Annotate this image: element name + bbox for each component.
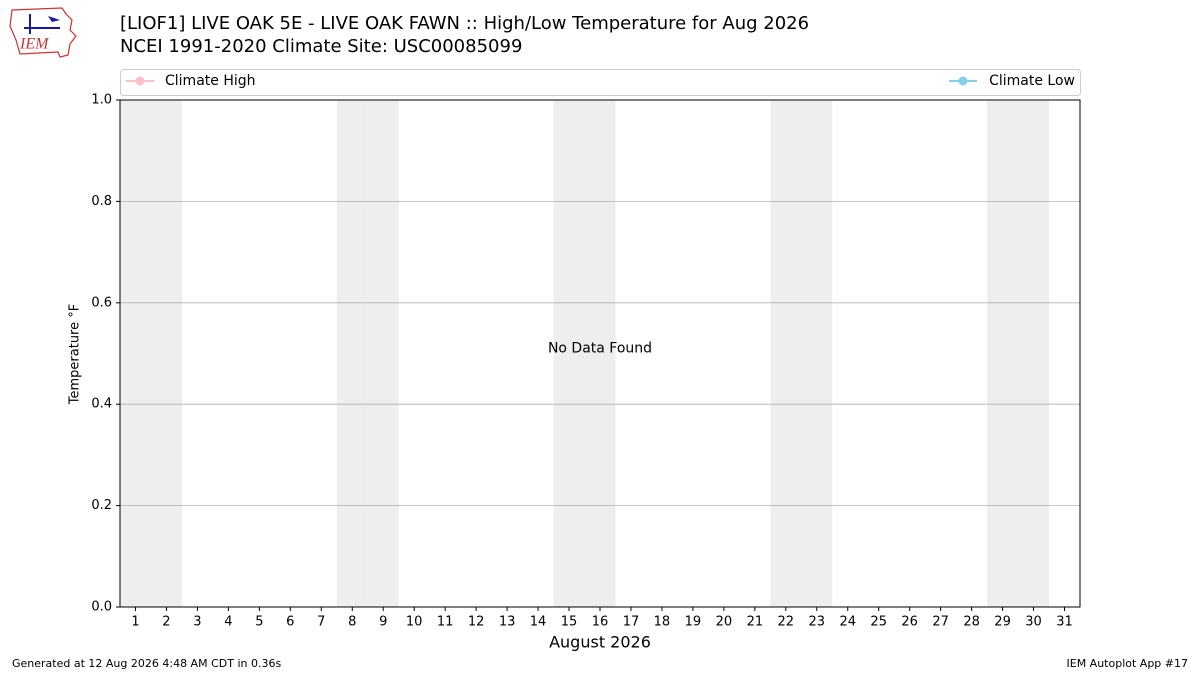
x-tick-label: 26 <box>901 615 918 630</box>
x-tick-label: 18 <box>654 615 671 630</box>
x-tick-label: 5 <box>255 615 263 630</box>
weekend-shade <box>987 100 1019 607</box>
x-tick-label: 20 <box>716 615 733 630</box>
x-tick-label: 23 <box>809 615 826 630</box>
x-tick-label: 11 <box>437 615 454 630</box>
y-axis-label: Temperature °F <box>68 304 83 405</box>
weekend-shade <box>553 100 585 607</box>
weekend-shade <box>770 100 802 607</box>
x-tick-label: 19 <box>685 615 702 630</box>
footer-right: IEM Autoplot App #17 <box>1067 657 1189 670</box>
y-tick-label: 1.0 <box>91 93 112 108</box>
legend-marker <box>958 76 968 86</box>
x-tick-label: 13 <box>499 615 516 630</box>
x-tick-label: 22 <box>778 615 795 630</box>
x-tick-label: 17 <box>623 615 640 630</box>
legend-label: Climate High <box>165 73 256 89</box>
plot-frame <box>119 99 1081 608</box>
logo-outline <box>9 7 77 58</box>
weekend-shade <box>367 100 399 607</box>
x-tick-label: 4 <box>224 615 232 630</box>
x-tick-label: 6 <box>286 615 294 630</box>
y-tick-label: 0.6 <box>91 295 112 310</box>
x-tick-label: 30 <box>1025 615 1042 630</box>
x-tick-label: 16 <box>592 615 609 630</box>
chart-subtitle: NCEI 1991-2020 Climate Site: USC00085099 <box>120 36 522 57</box>
footer-left: Generated at 12 Aug 2026 4:48 AM CDT in … <box>12 657 281 670</box>
y-tick-label: 0.0 <box>91 600 112 615</box>
weekend-shade <box>120 100 151 607</box>
x-tick-label: 8 <box>348 615 356 630</box>
y-tick-label: 0.8 <box>91 194 112 209</box>
x-tick-label: 27 <box>932 615 949 630</box>
weekend-shade <box>150 100 182 607</box>
weekend-shade <box>1018 100 1050 607</box>
logo: IEM <box>9 7 77 58</box>
logo-text: IEM <box>19 36 50 53</box>
x-tick-label: 25 <box>870 615 887 630</box>
x-tick-label: 28 <box>963 615 980 630</box>
chart-title: [LIOF1] LIVE OAK 5E - LIVE OAK FAWN :: H… <box>120 13 809 34</box>
x-tick-label: 12 <box>468 615 485 630</box>
x-tick-label: 31 <box>1056 615 1073 630</box>
x-axis-label: August 2026 <box>549 633 651 652</box>
x-tick-label: 29 <box>994 615 1011 630</box>
x-tick-label: 3 <box>193 615 201 630</box>
x-tick-label: 21 <box>747 615 764 630</box>
weekend-shade <box>336 100 368 607</box>
weekend-shade <box>801 100 833 607</box>
weekend-shade <box>584 100 616 607</box>
x-tick-label: 1 <box>131 615 139 630</box>
y-tick-label: 0.2 <box>91 498 112 513</box>
annotation: No Data Found <box>548 341 652 357</box>
x-tick-label: 15 <box>561 615 578 630</box>
legend-box <box>120 69 1081 96</box>
x-tick-label: 2 <box>162 615 170 630</box>
x-tick-label: 7 <box>317 615 325 630</box>
x-tick-label: 10 <box>406 615 423 630</box>
x-tick-label: 14 <box>530 615 547 630</box>
x-tick-label: 24 <box>839 615 856 630</box>
legend-marker <box>135 76 145 86</box>
logo-vane <box>48 16 60 22</box>
y-tick-label: 0.4 <box>91 397 112 412</box>
legend-label: Climate Low <box>989 73 1075 89</box>
x-tick-label: 9 <box>379 615 387 630</box>
